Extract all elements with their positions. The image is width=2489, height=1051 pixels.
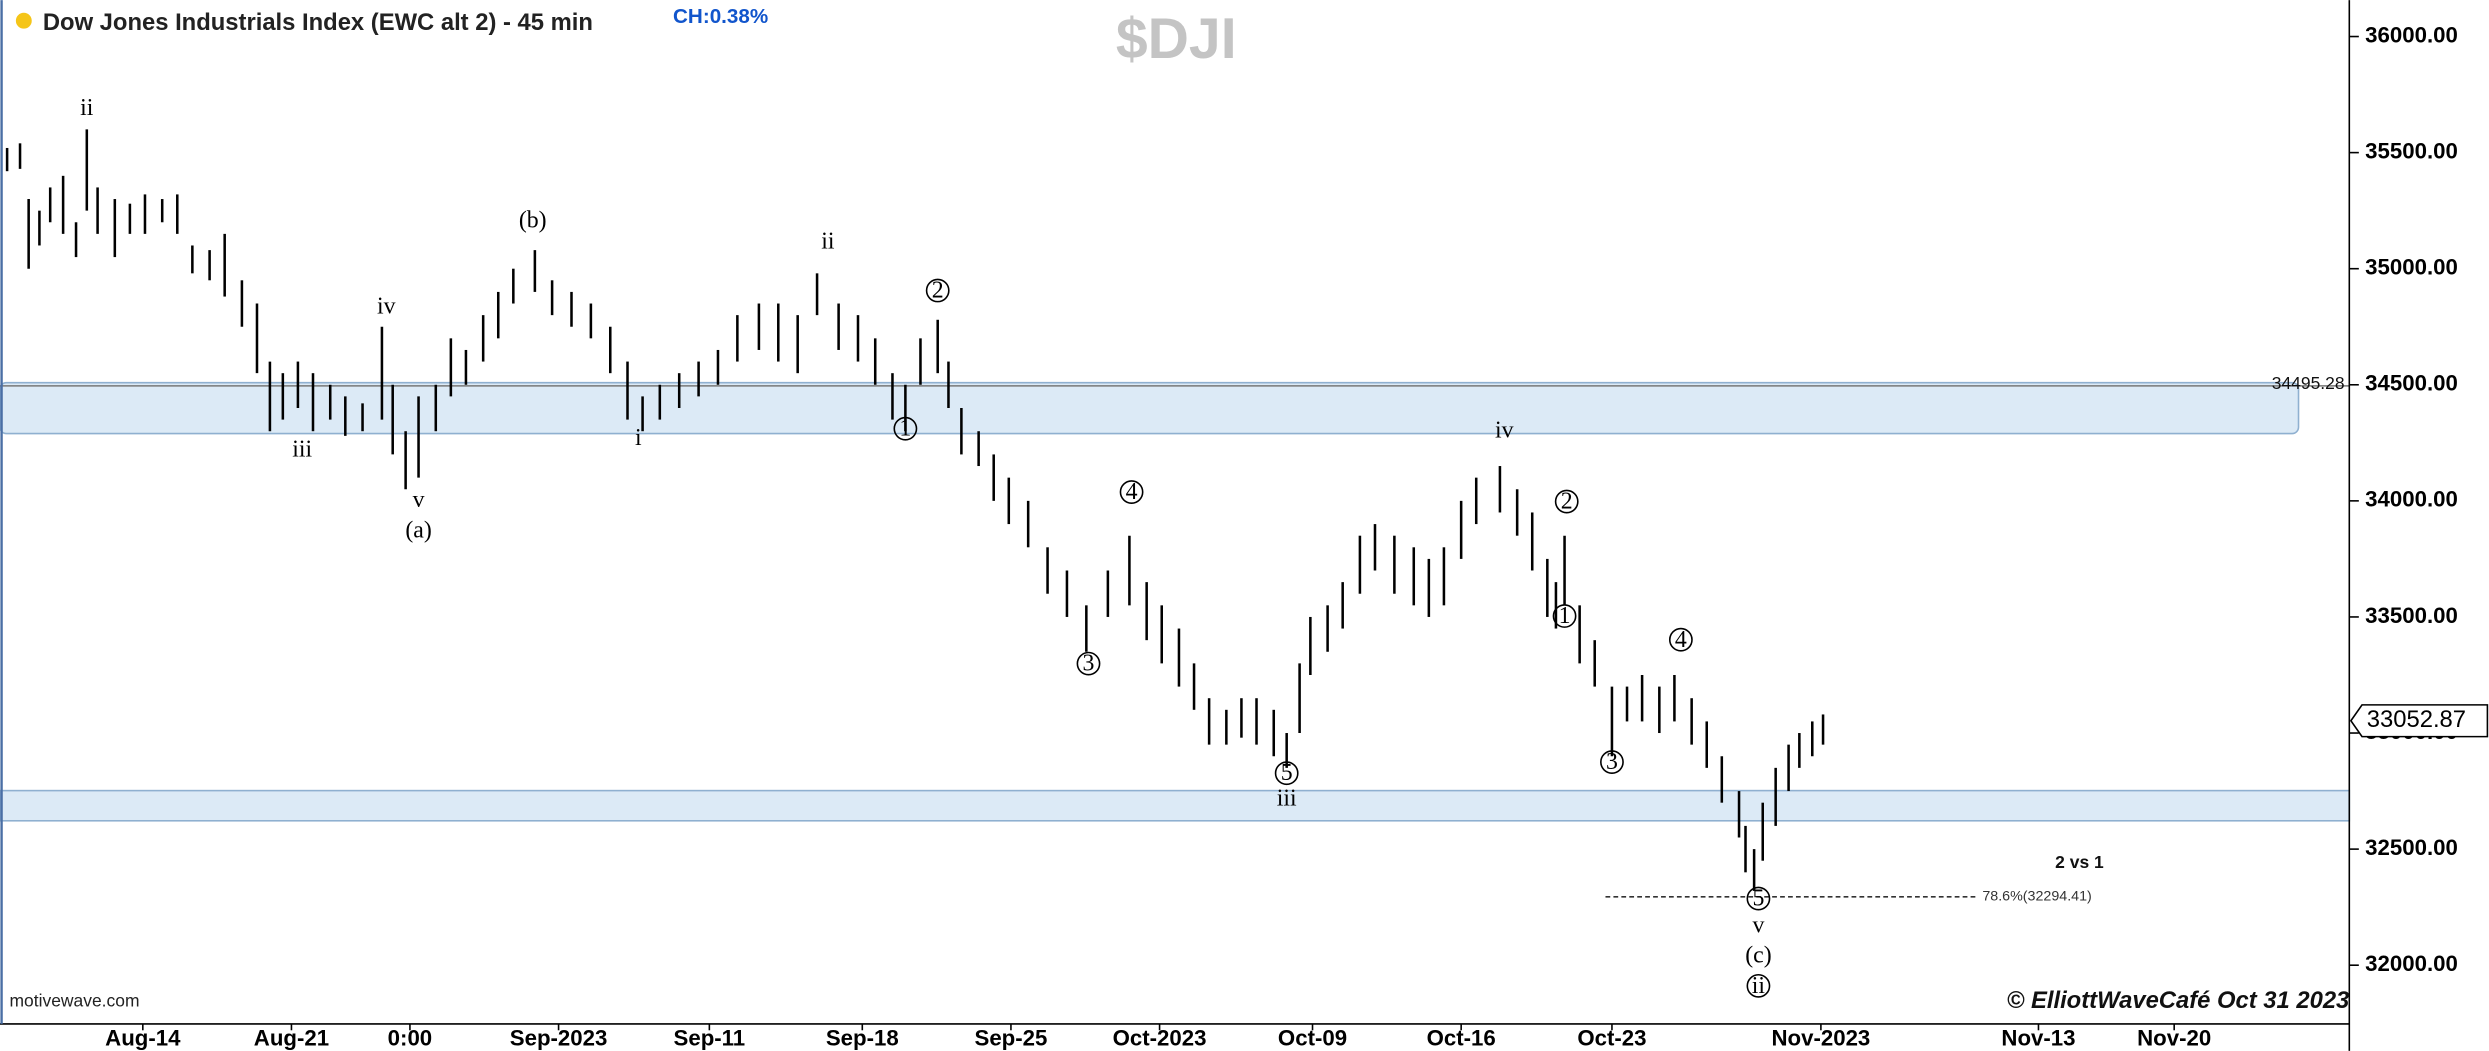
wave-label: (b) xyxy=(519,208,547,234)
x-tick-label: Nov-20 xyxy=(2137,1026,2211,1051)
wave-label: iii xyxy=(1277,786,1297,812)
wave-label: v xyxy=(413,487,425,513)
wave-circle xyxy=(1119,480,1144,504)
wave-label: 1 xyxy=(1559,603,1571,629)
wave-label: iv xyxy=(1495,417,1514,443)
y-tick-label: 33500.00 xyxy=(2365,603,2458,628)
wave-label: 3 xyxy=(1083,651,1095,677)
x-tick-label: Oct-23 xyxy=(1577,1026,1646,1051)
wave-label: ii xyxy=(80,95,94,121)
wave-circle xyxy=(1554,489,1579,514)
wave-circle xyxy=(1274,761,1299,786)
y-tick-label: 34500.00 xyxy=(2365,371,2458,396)
wave-label: 5 xyxy=(1281,760,1293,786)
x-tick-label: Sep-2023 xyxy=(510,1026,608,1051)
price-marker xyxy=(2349,704,2489,738)
source-label: motivewave.com xyxy=(10,990,140,1010)
wave-label: 2 xyxy=(1561,489,1573,515)
wave-circle xyxy=(893,416,918,441)
y-tick-label: 36000.00 xyxy=(2365,22,2458,47)
x-tick-label: Aug-21 xyxy=(254,1026,329,1051)
copyright: © ElliottWaveCafé Oct 31 2023 xyxy=(2007,987,2349,1014)
wave-circle xyxy=(1746,886,1771,911)
x-tick-label: Nov-13 xyxy=(2001,1026,2075,1051)
y-tick-label: 34000.00 xyxy=(2365,487,2458,512)
wave-label: 4 xyxy=(1126,479,1138,505)
wave-circle xyxy=(1076,651,1101,676)
x-tick-label: Nov-2023 xyxy=(1771,1026,1870,1051)
x-tick-label: Oct-2023 xyxy=(1113,1026,1207,1051)
change-label: CH:0.38% xyxy=(673,5,768,28)
x-tick-label: Sep-25 xyxy=(975,1026,1048,1051)
wave-label: v xyxy=(1752,913,1764,939)
wave-label: ii xyxy=(1752,973,1766,999)
level-label: 34495.28 xyxy=(2272,373,2345,393)
x-tick-label: 0:00 xyxy=(388,1026,432,1051)
wave-label: 4 xyxy=(1675,627,1687,653)
wave-label: ii xyxy=(821,228,835,254)
y-tick-label: 35000.00 xyxy=(2365,255,2458,280)
wave-circle xyxy=(1746,973,1771,998)
wave-label: 1 xyxy=(899,416,911,442)
wave-circle xyxy=(1552,604,1577,628)
support-zone xyxy=(0,789,2351,822)
plot-area: 34495.2878.6%(32294.41)iiiviiiv(a)(b)iii… xyxy=(0,95,2351,999)
fib-label: 78.6%(32294.41) xyxy=(1982,889,2091,905)
x-tick-label: Sep-11 xyxy=(674,1026,746,1051)
y-tick-label: 35500.00 xyxy=(2365,138,2458,163)
wave-label: iv xyxy=(377,293,396,319)
chart-title: Dow Jones Industrials Index (EWC alt 2) … xyxy=(43,9,593,36)
note: 2 vs 1 xyxy=(2055,852,2104,872)
x-tick-label: Oct-09 xyxy=(1278,1026,1347,1051)
support-zone xyxy=(0,381,2300,435)
wave-label: (a) xyxy=(405,517,431,543)
last-price-label: 33052.87 xyxy=(2367,706,2466,733)
y-tick-label: 32000.00 xyxy=(2365,951,2458,976)
x-tick-label: Aug-14 xyxy=(105,1026,181,1051)
wave-circle xyxy=(1668,627,1693,652)
wave-circle xyxy=(925,278,950,303)
symbol-watermark: $DJI xyxy=(1116,7,1237,71)
wave-circle xyxy=(1600,750,1624,774)
y-tick-label: 32500.00 xyxy=(2365,835,2458,860)
wave-label: (c) xyxy=(1745,943,1771,969)
wave-label: 5 xyxy=(1752,886,1764,912)
wave-label: 3 xyxy=(1606,749,1618,775)
wave-label: 2 xyxy=(932,278,944,304)
wave-label: iii xyxy=(292,436,312,462)
x-tick-label: Sep-18 xyxy=(826,1026,899,1051)
wave-label: i xyxy=(635,425,642,451)
status-dot xyxy=(15,12,32,29)
x-tick-label: Oct-16 xyxy=(1427,1026,1496,1051)
